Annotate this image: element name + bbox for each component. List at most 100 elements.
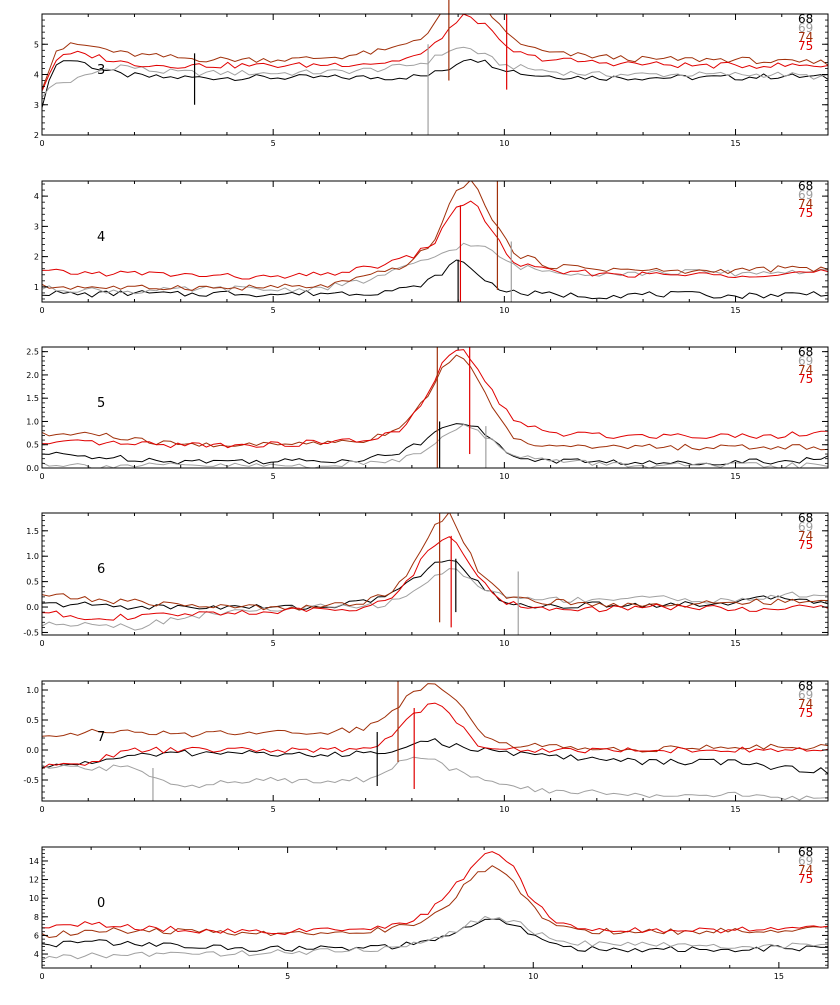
series-lines — [42, 851, 828, 961]
y-tick-label: 2 — [34, 253, 39, 262]
legend-entry-74: 74 — [798, 529, 813, 543]
plot-frame — [41, 512, 829, 636]
series-lines — [42, 683, 828, 801]
series-lines — [42, 349, 828, 468]
y-tick-label: 0.5 — [26, 716, 39, 725]
series-line-68 — [42, 559, 828, 611]
legend-entry-74: 74 — [798, 697, 813, 711]
x-tick-label: 15 — [730, 472, 740, 481]
series-line-68 — [42, 259, 828, 300]
x-tick-label: 5 — [285, 972, 290, 981]
legend-entry-74: 74 — [798, 863, 813, 877]
plot-frame — [41, 680, 829, 802]
plot-frame — [41, 846, 829, 969]
series-line-74 — [42, 354, 828, 451]
y-tick-label: 0.0 — [26, 603, 39, 612]
y-tick-label: 0.0 — [26, 746, 39, 755]
plot-frame — [41, 13, 829, 136]
y-tick-label: 14 — [29, 857, 39, 866]
legend-entry-68: 68 — [798, 179, 813, 193]
series-line-69 — [42, 423, 828, 468]
x-tick-label: 5 — [271, 306, 276, 315]
x-tick-label: 10 — [499, 805, 509, 814]
x-tick-label: 15 — [774, 972, 784, 981]
series-line-68 — [42, 918, 828, 953]
legend-entry-75: 75 — [798, 206, 813, 220]
series-line-75 — [42, 851, 828, 936]
x-tick-label: 5 — [271, 639, 276, 648]
legend-entry-75: 75 — [798, 372, 813, 386]
series-line-75 — [42, 14, 828, 92]
y-tick-label: 2.5 — [26, 348, 39, 357]
legend-entry-74: 74 — [798, 363, 813, 377]
y-tick-label: 0.5 — [26, 441, 39, 450]
panel-label: 3 — [97, 63, 105, 78]
series-line-74 — [42, 683, 828, 753]
series-line-75 — [42, 536, 828, 621]
legend-entry-69: 69 — [798, 520, 813, 534]
panel-label: 6 — [97, 562, 105, 577]
series-line-69 — [42, 756, 828, 801]
series-line-74 — [42, 513, 828, 611]
legend-entry-75: 75 — [798, 39, 813, 53]
legend-entry-75: 75 — [798, 872, 813, 886]
x-tick-label: 10 — [499, 139, 509, 148]
series-line-75 — [42, 349, 828, 449]
y-tick-label: 2 — [34, 131, 39, 140]
y-tick-label: 1.5 — [26, 527, 39, 536]
y-tick-label: 1.0 — [26, 552, 39, 561]
panel-label: 7 — [97, 730, 105, 745]
y-tick-label: 4 — [34, 192, 39, 201]
y-tick-label: 3 — [34, 101, 39, 110]
panel-label: 5 — [97, 396, 105, 411]
series-line-69 — [42, 568, 828, 631]
series-line-68 — [42, 58, 828, 108]
legend-entry-69: 69 — [798, 854, 813, 868]
y-tick-label: 12 — [29, 876, 39, 885]
plot-frame — [41, 346, 829, 469]
series-line-74 — [42, 14, 828, 90]
y-tick-label: 1.0 — [26, 686, 39, 695]
series-line-69 — [42, 46, 828, 98]
series-line-69 — [42, 242, 828, 295]
x-tick-label: 0 — [39, 139, 44, 148]
legend-entry-69: 69 — [798, 188, 813, 202]
series-line-75 — [42, 702, 828, 770]
x-tick-label: 15 — [730, 805, 740, 814]
series-line-74 — [42, 181, 828, 291]
panel-label: 0 — [97, 896, 105, 911]
y-tick-label: 10 — [29, 894, 39, 903]
x-tick-label: 0 — [39, 306, 44, 315]
legend-entry-75: 75 — [798, 706, 813, 720]
y-tick-label: 1.5 — [26, 394, 39, 403]
x-tick-label: 15 — [730, 139, 740, 148]
y-tick-label: 3 — [34, 222, 39, 231]
y-tick-label: 8 — [34, 913, 39, 922]
series-lines — [42, 14, 828, 108]
x-tick-label: 10 — [499, 306, 509, 315]
x-tick-label: 15 — [730, 639, 740, 648]
x-tick-label: 10 — [499, 472, 509, 481]
y-tick-label: 0.0 — [26, 464, 39, 473]
series-line-68 — [42, 423, 828, 466]
series-line-75 — [42, 200, 828, 280]
y-tick-label: 5 — [34, 40, 39, 49]
panel-label: 4 — [97, 230, 105, 245]
legend-entry-68: 68 — [798, 511, 813, 525]
x-tick-label: 15 — [730, 306, 740, 315]
x-tick-label: 5 — [271, 805, 276, 814]
legend-entry-74: 74 — [798, 197, 813, 211]
legend-entry-69: 69 — [798, 21, 813, 35]
series-lines — [42, 513, 828, 631]
legend-entry-68: 68 — [798, 12, 813, 26]
series-line-68 — [42, 738, 828, 775]
legend-entry-74: 74 — [798, 30, 813, 44]
series-line-69 — [42, 915, 828, 961]
legend-entry-68: 68 — [798, 679, 813, 693]
